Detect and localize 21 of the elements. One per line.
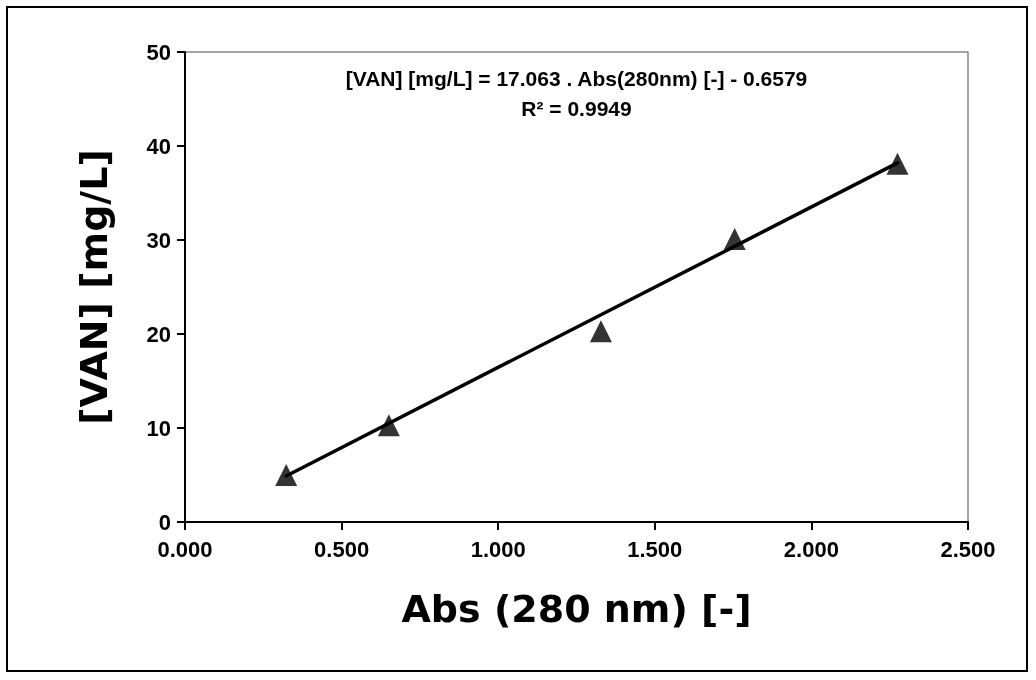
x-tick-label: 2.000: [783, 536, 839, 562]
x-tick-label: 1.000: [470, 536, 526, 562]
point: [886, 152, 909, 175]
x-tick-label: 0.000: [157, 536, 213, 562]
x-tick-label: 0.500: [314, 536, 370, 562]
point: [275, 464, 298, 486]
y-tick-label: 40: [146, 133, 171, 159]
y-tick-label: 50: [146, 39, 171, 65]
y-tick-label: 10: [146, 415, 171, 441]
annotation: R² = 0.9949: [521, 97, 632, 120]
point: [723, 228, 746, 251]
y-axis-title: [VAN] [mg/L]: [72, 149, 116, 425]
y-tick-label: 30: [146, 227, 171, 253]
x-axis-title: Abs (280 nm) [-]: [401, 587, 752, 631]
point: [589, 320, 612, 343]
point: [377, 414, 400, 437]
x-tick-label: 1.500: [627, 536, 683, 562]
annotation: [VAN] [mg/L] = 17.063 . Abs(280nm) [-] - 0.6579: [345, 67, 808, 90]
x-tick-label: 2.500: [940, 536, 996, 562]
y-tick-label: 0: [158, 509, 171, 535]
y-tick-label: 20: [146, 321, 171, 347]
